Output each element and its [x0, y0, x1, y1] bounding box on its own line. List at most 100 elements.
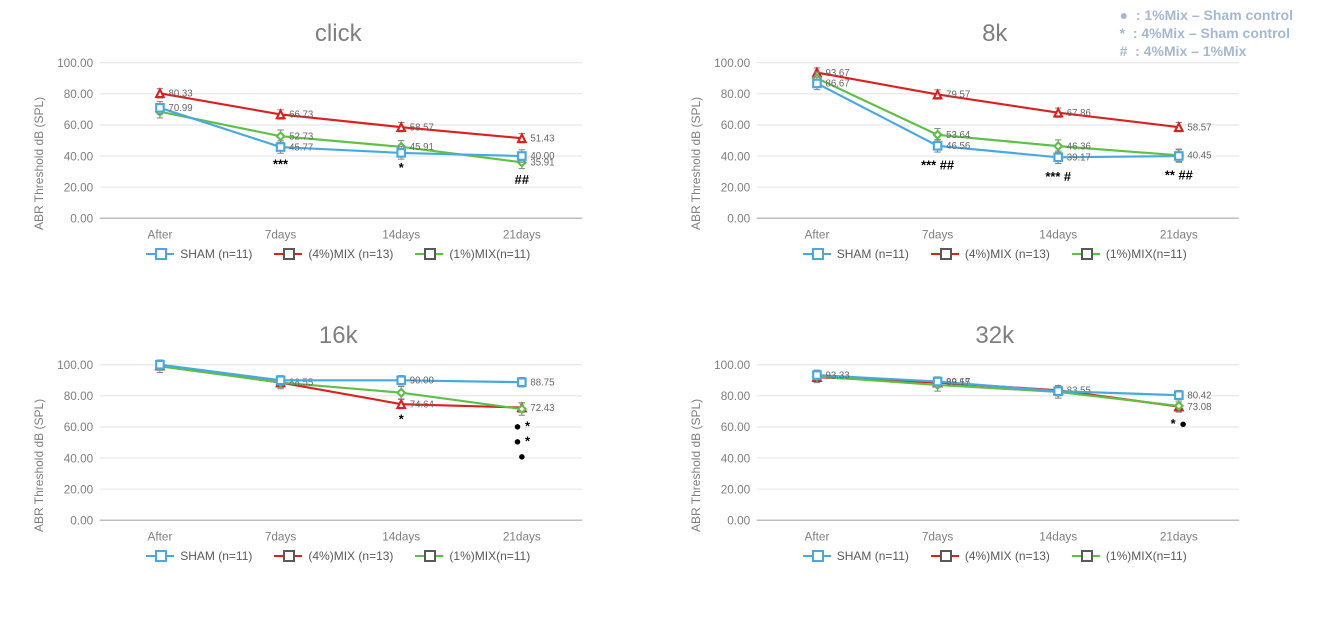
svg-text:20.00: 20.00: [720, 181, 750, 194]
svg-text:53.64: 53.64: [946, 130, 971, 141]
series-legend: .item:nth-child(1) .swatch::after{border…: [30, 247, 647, 261]
svg-text:58.57: 58.57: [1187, 122, 1211, 133]
panel-title: 8k: [687, 20, 1304, 48]
svg-text:0.00: 0.00: [727, 514, 750, 527]
svg-text:● *: ● *: [514, 418, 530, 433]
svg-text:*** ##: *** ##: [921, 157, 954, 172]
svg-text:86.67: 86.67: [825, 79, 849, 90]
legend-mix1-label: (1%)MIX(n=11): [1106, 549, 1187, 563]
svg-text:93.33: 93.33: [825, 370, 849, 381]
svg-text:0.00: 0.00: [70, 514, 93, 527]
svg-text:40.00: 40.00: [64, 452, 94, 465]
svg-text:80.00: 80.00: [720, 390, 750, 403]
legend-mix1-label: (1%)MIX(n=11): [449, 549, 530, 563]
svg-text:73.08: 73.08: [1187, 402, 1211, 413]
svg-text:100.00: 100.00: [714, 359, 750, 372]
chart-click: 0.0020.0040.0060.0080.00100.00After7days…: [46, 52, 647, 245]
svg-text:79.57: 79.57: [946, 90, 970, 101]
legend-mix4-label: (4%)MIX (n=13): [308, 247, 393, 261]
svg-text:After: After: [147, 229, 172, 242]
svg-text:45.91: 45.91: [410, 142, 434, 153]
svg-text:*** #: *** #: [1045, 169, 1071, 184]
svg-text:39.17: 39.17: [1066, 153, 1090, 164]
legend-mix4: (4%)MIX (n=13): [274, 549, 393, 563]
svg-text:*: *: [399, 160, 404, 175]
svg-text:66.73: 66.73: [289, 110, 313, 121]
svg-text:72.43: 72.43: [530, 403, 554, 414]
svg-text:14days: 14days: [382, 531, 420, 544]
svg-text:40.00: 40.00: [720, 452, 750, 465]
chart-16k: 0.0020.0040.0060.0080.00100.00After7days…: [46, 354, 647, 547]
legend-sham: .item:nth-child(1) .swatch::after{border…: [803, 549, 909, 563]
svg-text:* ●: * ●: [1170, 416, 1186, 431]
y-axis-label: ABR Threshold dB (SPL): [30, 52, 46, 245]
figure-page: ● : 1%Mix – Sham control * : 4%Mix – Sha…: [0, 0, 1333, 624]
svg-text:0.00: 0.00: [727, 212, 750, 225]
svg-text:21days: 21days: [503, 531, 541, 544]
svg-text:90.00: 90.00: [410, 375, 434, 386]
svg-text:74.64: 74.64: [410, 399, 435, 410]
y-axis-label: ABR Threshold dB (SPL): [30, 354, 46, 547]
legend-sham-label: SHAM (n=11): [837, 247, 909, 261]
svg-text:14days: 14days: [382, 229, 420, 242]
panel-grid: click ABR Threshold dB (SPL) 0.00 20.00 40…: [0, 0, 1333, 624]
svg-text:*: *: [399, 411, 404, 426]
legend-mix1: (1%)MIX(n=11): [1072, 549, 1187, 563]
svg-text:***: ***: [273, 156, 288, 171]
svg-text:58.57: 58.57: [410, 122, 434, 133]
legend-sham-label: SHAM (n=11): [180, 247, 252, 261]
svg-text:60.00: 60.00: [720, 119, 750, 132]
legend-sham: .item:nth-child(1) .swatch::after{border…: [146, 549, 252, 563]
panel-click: click ABR Threshold dB (SPL) 0.0020.0040…: [30, 20, 647, 312]
svg-text:●: ●: [518, 449, 526, 464]
panel-32k: 32k ABR Threshold dB (SPL) 0.0020.0040.0…: [687, 322, 1304, 614]
legend-mix1: (1%)MIX(n=11): [415, 549, 530, 563]
series-legend: .item:nth-child(1) .swatch::after{border…: [687, 247, 1304, 261]
legend-mix4: (4%)MIX (n=13): [931, 549, 1050, 563]
legend-sham-label: SHAM (n=11): [837, 549, 909, 563]
svg-text:21days: 21days: [1159, 531, 1197, 544]
svg-text:60.00: 60.00: [720, 421, 750, 434]
legend-mix4-label: (4%)MIX (n=13): [308, 549, 393, 563]
y-axis-label: ABR Threshold dB (SPL): [687, 52, 703, 245]
legend-mix4-label: (4%)MIX (n=13): [965, 247, 1050, 261]
svg-text:80.42: 80.42: [1187, 390, 1211, 401]
legend-sham-label: SHAM (n=11): [180, 549, 252, 563]
svg-text:93.67: 93.67: [825, 68, 849, 79]
svg-text:70.99: 70.99: [169, 103, 193, 114]
svg-text:7days: 7days: [265, 531, 297, 544]
panel-8k: 8k ABR Threshold dB (SPL) 0.00 20.00 40.00…: [687, 20, 1304, 312]
svg-text:** ##: ** ##: [1164, 168, 1192, 183]
svg-text:After: After: [804, 531, 829, 544]
y-axis-label: ABR Threshold dB (SPL): [687, 354, 703, 547]
svg-text:20.00: 20.00: [64, 181, 94, 194]
svg-text:21days: 21days: [1159, 229, 1197, 242]
legend-mix1-label: (1%)MIX(n=11): [1106, 247, 1187, 261]
legend-mix4-label: (4%)MIX (n=13): [965, 549, 1050, 563]
series-legend: .item:nth-child(1) .swatch::after{border…: [687, 549, 1304, 563]
svg-text:100.00: 100.00: [57, 57, 93, 70]
svg-text:46.56: 46.56: [946, 141, 970, 152]
legend-sham: .item:nth-child(1) .swatch::after{border…: [146, 247, 252, 261]
svg-text:80.00: 80.00: [64, 390, 94, 403]
svg-text:40.00: 40.00: [530, 151, 554, 162]
svg-text:40.00: 40.00: [720, 150, 750, 163]
legend-mix1: (1%)MIX(n=11): [415, 247, 530, 261]
svg-text:7days: 7days: [921, 229, 953, 242]
svg-text:88.75: 88.75: [530, 377, 554, 388]
svg-text:60.00: 60.00: [64, 119, 94, 132]
svg-text:51.43: 51.43: [530, 133, 554, 144]
svg-text:89.17: 89.17: [946, 377, 970, 388]
panel-16k: 16k ABR Threshold dB (SPL) 0.0020.0040.0…: [30, 322, 647, 614]
panel-title: click: [30, 20, 647, 48]
svg-text:21days: 21days: [503, 229, 541, 242]
svg-text:7days: 7days: [265, 229, 297, 242]
svg-text:7days: 7days: [921, 531, 953, 544]
legend-mix4: (4%)MIX (n=13): [931, 247, 1050, 261]
svg-text:100.00: 100.00: [57, 359, 93, 372]
legend-mix4: (4%)MIX (n=13): [274, 247, 393, 261]
series-legend: .item:nth-child(1) .swatch::after{border…: [30, 549, 647, 563]
legend-sham: .item:nth-child(1) .swatch::after{border…: [803, 247, 909, 261]
svg-text:46.36: 46.36: [1066, 141, 1090, 152]
svg-text:40.45: 40.45: [1187, 151, 1211, 162]
